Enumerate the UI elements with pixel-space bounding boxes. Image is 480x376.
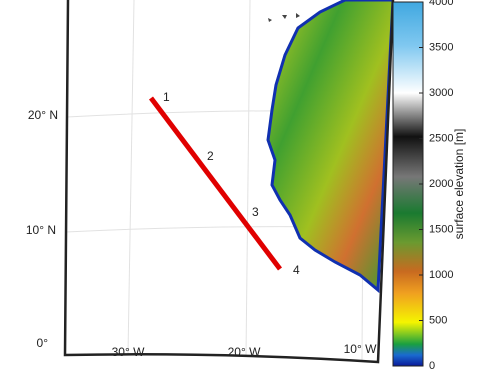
track-label: 4: [293, 263, 300, 277]
track-label: 3: [252, 205, 259, 219]
lon-label: 10° W: [344, 342, 377, 356]
colorbar-tick-label: 0: [429, 360, 435, 372]
colorbar-tick-label: 2000: [429, 178, 453, 190]
lon-label: 20° W: [228, 345, 261, 359]
colorbar-tick-label: 2500: [429, 132, 453, 144]
lat-label: 0°: [37, 336, 49, 350]
lon-label: 30° W: [112, 345, 145, 359]
colorbar-tick-label: 3000: [429, 87, 453, 99]
colorbar-tick-label: 1000: [429, 269, 453, 281]
lat-label: 20° N: [28, 108, 58, 122]
colorbar-tick-label: 1500: [429, 223, 453, 235]
colorbar-label: surface elevation [m]: [452, 129, 466, 240]
colorbar-tick-label: 4000: [429, 0, 453, 8]
map-area: 1 2 3 4 20° N 10° N 0° 30° W 20° W 10° W: [26, 0, 393, 362]
colorbar-tick-label: 3500: [429, 41, 453, 53]
track-label: 1: [163, 90, 170, 104]
colorbar-tick-label: 500: [429, 314, 447, 326]
colorbar: [393, 2, 423, 366]
lat-label: 10° N: [26, 223, 56, 237]
track-label: 2: [207, 149, 214, 163]
map-figure: 1 2 3 4 20° N 10° N 0° 30° W 20° W 10° W…: [0, 0, 480, 376]
